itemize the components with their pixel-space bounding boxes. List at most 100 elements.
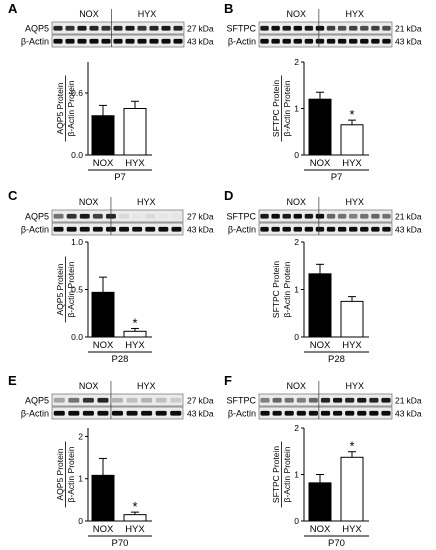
blot-band	[173, 38, 183, 44]
blot-band	[53, 410, 65, 416]
blot-band	[282, 38, 291, 44]
blot-band	[132, 226, 143, 232]
significance-star: *	[132, 499, 137, 514]
y-label-denominator: β-Actin Protein	[66, 80, 76, 136]
blot-band	[371, 226, 380, 232]
bar-nox	[91, 291, 115, 338]
blot-band	[271, 226, 280, 232]
blot-band	[170, 397, 182, 403]
age-label: P28	[328, 354, 345, 365]
y-tick-label: 0	[294, 332, 299, 342]
actin-blot-strip	[258, 222, 393, 236]
y-label-denominator: β-Actin Protein	[282, 446, 292, 502]
bar-nox	[308, 273, 332, 338]
protein-kda-label: 27 kDa	[187, 212, 214, 222]
blot-band	[284, 410, 294, 416]
blot-band	[89, 38, 99, 44]
protein-kda-value: 21	[395, 396, 405, 406]
x-category-label: HYX	[342, 340, 362, 351]
y-tick-label: 1	[294, 470, 299, 480]
blot-band	[337, 38, 347, 44]
blot-band	[371, 213, 380, 219]
blot-band	[137, 38, 147, 44]
x-category-label: HYX	[342, 158, 362, 169]
kda-unit: kDa	[198, 396, 213, 406]
blot-band	[282, 25, 291, 31]
y-tick-label: 0.6	[71, 88, 83, 98]
blot-band	[293, 38, 303, 44]
blot-band	[158, 226, 169, 232]
group-label-nox: NOX	[286, 197, 306, 207]
actin-kda-label: 43 kDa	[187, 409, 214, 419]
actin-row-label: β-Actin	[228, 37, 256, 47]
blot-band	[272, 410, 282, 416]
blot-band	[173, 25, 183, 31]
blot-band	[92, 226, 103, 232]
group-label-hyx: HYX	[137, 381, 156, 391]
x-category-label: NOX	[310, 340, 331, 351]
group-label-nox: NOX	[79, 381, 99, 391]
protein-kda-label: 21 kDa	[395, 212, 422, 222]
blot-band	[125, 38, 135, 44]
blot-band	[260, 38, 269, 44]
bar-chart: 0 1 2 NOX * HYX P7 SFTPC Protein β-Actin Protein	[271, 57, 369, 183]
blot-band	[101, 38, 111, 44]
y-tick-label: 1	[294, 285, 299, 295]
age-label: P7	[114, 172, 126, 183]
kda-unit: kDa	[198, 24, 213, 34]
actin-kda-label: 43 kDa	[395, 225, 422, 235]
blot-band	[53, 226, 64, 232]
actin-row-label: β-Actin	[21, 37, 49, 47]
actin-kda-label: 43 kDa	[395, 409, 422, 419]
blot-band	[371, 25, 380, 31]
kda-unit: kDa	[406, 396, 421, 406]
blot-band	[382, 213, 391, 219]
significance-star: *	[349, 107, 354, 122]
blot-band	[337, 25, 347, 31]
blot-band	[77, 38, 87, 44]
blot-band	[171, 213, 182, 219]
blot-band	[326, 25, 336, 31]
actin-row-label: β-Actin	[21, 409, 49, 419]
group-label-hyx: HYX	[138, 9, 157, 19]
protein-row-label: SFTPC	[226, 212, 256, 222]
blot-band	[348, 226, 358, 232]
y-axis-label: AQP5 Protein β-Actin Protein	[55, 441, 76, 508]
blot-band	[92, 213, 103, 219]
bar-hyx	[123, 330, 147, 338]
y-tick-label: 0.0	[71, 332, 83, 342]
blot-band	[337, 226, 347, 232]
blot-band	[132, 213, 143, 219]
blot-band	[111, 410, 124, 416]
actin-kda-label: 43 kDa	[187, 225, 214, 235]
protein-row-label: AQP5	[25, 212, 49, 222]
blot-band	[320, 397, 331, 403]
protein-kda-value: 21	[395, 212, 405, 222]
blot-band	[137, 25, 147, 31]
actin-blot-strip	[51, 222, 184, 236]
kda-unit: kDa	[406, 212, 421, 222]
blot-band	[381, 397, 391, 403]
bar-hyx	[123, 514, 147, 522]
blot-band	[357, 397, 367, 403]
bar-hyx	[340, 124, 364, 156]
blot-band	[332, 410, 343, 416]
bar-nox	[308, 482, 332, 522]
blot-band	[260, 226, 269, 232]
kda-unit: kDa	[198, 212, 213, 222]
actin-kda-value: 43	[187, 409, 197, 419]
blot-band	[296, 397, 306, 403]
blot-band	[282, 226, 291, 232]
protein-kda-value: 21	[395, 24, 405, 34]
blot-band	[141, 410, 153, 416]
bar-chart: 0.0 0.5 1.0 NOX * HYX P28 AQP5 Protein β-Actin P…	[55, 237, 152, 365]
protein-blot-strip	[51, 209, 184, 223]
bar-chart: 0 1 2 NOX * HYX P70 SFTPC Protein β-Actin Protei…	[271, 423, 369, 549]
y-tick-label: 0.0	[71, 150, 83, 160]
blot-band	[161, 25, 171, 31]
x-category-label: NOX	[310, 158, 331, 169]
blot-band	[126, 410, 138, 416]
y-tick-label: 2	[294, 237, 299, 247]
